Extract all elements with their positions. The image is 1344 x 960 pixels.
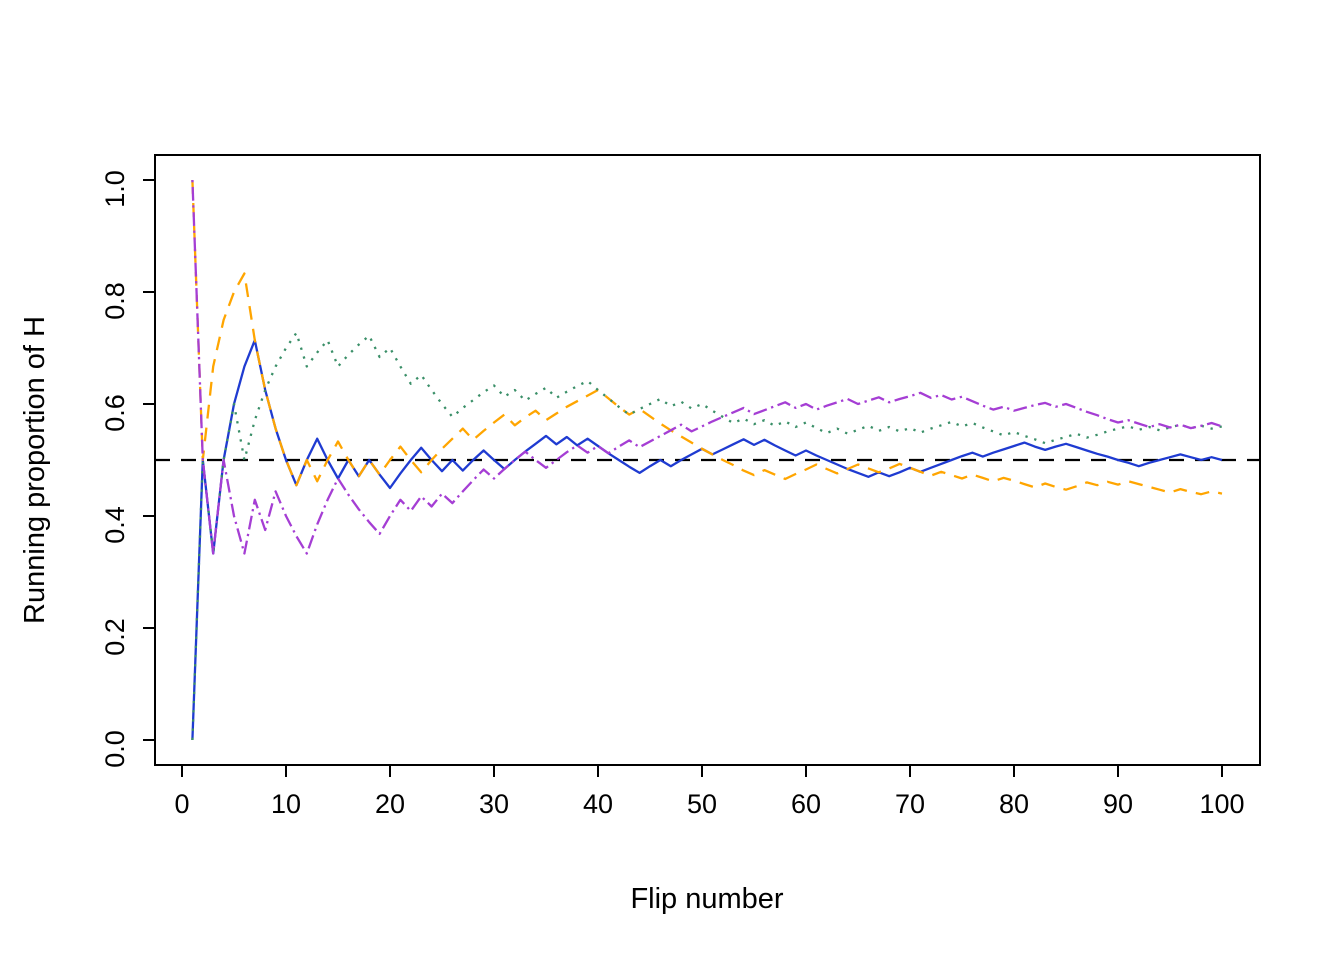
x-axis-tick-label: 40 [583,789,613,819]
x-axis-tick-label: 90 [1103,789,1133,819]
x-axis-tick-label: 10 [271,789,301,819]
y-axis-title: Running proportion of H [19,316,51,624]
y-axis-tick-label: 0.6 [100,394,130,432]
series-line-simulation-2-orange-dashed [191,179,1223,496]
x-axis-tick-label: 80 [999,789,1029,819]
y-axis-tick-label: 1.0 [100,170,130,208]
x-axis-title: Flip number [630,883,783,915]
x-axis-tick-label: 60 [791,789,821,819]
x-axis-tick-label: 100 [1199,789,1244,819]
x-axis-tick-label: 30 [479,789,509,819]
x-axis-tick-label: 50 [687,789,717,819]
y-axis-tick-label: 0.4 [100,506,130,544]
x-axis-tick-label: 20 [375,789,405,819]
x-axis-tick-label: 70 [895,789,925,819]
series-line-simulation-4-purple-dotdash [191,179,1223,555]
plot-area: 0 10 20 30 40 50 60 70 80 90 100 0.0 0.2 0.4 0.6 0.8 1.0 [100,154,1261,819]
y-axis-tick-label: 0.8 [100,282,130,320]
x-axis-tick-label: 0 [174,789,189,819]
series-line-simulation-3-green-dotted [191,331,1223,741]
y-axis-tick-label: 0.2 [100,618,130,656]
y-axis-tick-label: 0.0 [100,730,130,768]
